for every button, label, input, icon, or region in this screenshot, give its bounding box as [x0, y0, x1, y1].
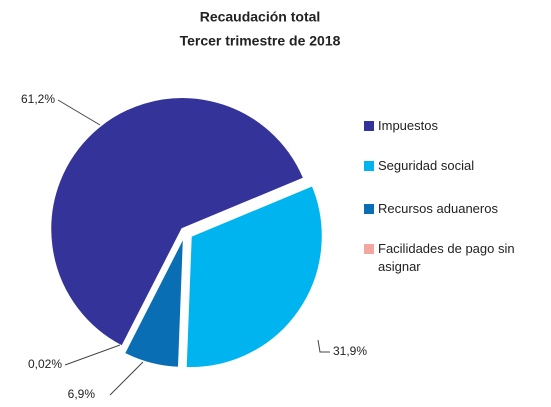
data-label: 0,02% — [28, 357, 62, 371]
pie-slice — [184, 183, 324, 369]
leader-line — [109, 361, 144, 396]
legend-label: Facilidades de pago sin asignar — [378, 241, 515, 274]
pie-slice — [122, 235, 185, 369]
chart-subtitle: Tercer trimestre de 2018 — [180, 33, 341, 49]
legend-swatch — [364, 121, 374, 131]
pie-slice — [49, 96, 306, 348]
legend-swatch — [364, 161, 374, 171]
legend-swatch — [364, 204, 374, 214]
legend-swatch — [364, 244, 374, 254]
legend-label: Recursos aduaneros — [378, 201, 498, 216]
legend-item: Facilidades de pago sin asignar — [364, 240, 548, 276]
leader-line — [317, 339, 330, 353]
pie-slice — [123, 233, 185, 352]
chart-title: Recaudación total — [200, 9, 321, 25]
leader-line — [64, 344, 121, 366]
legend-label: Seguridad social — [378, 158, 475, 173]
legend-label: Impuestos — [378, 118, 438, 133]
data-label: 61,2% — [21, 92, 55, 106]
legend-item: Recursos aduaneros — [364, 200, 548, 218]
leader-line — [57, 99, 101, 126]
data-label: 31,9% — [333, 344, 367, 358]
legend-item: Seguridad social — [364, 157, 548, 175]
legend-item: Impuestos — [364, 117, 548, 135]
data-label: 6,9% — [68, 387, 96, 401]
